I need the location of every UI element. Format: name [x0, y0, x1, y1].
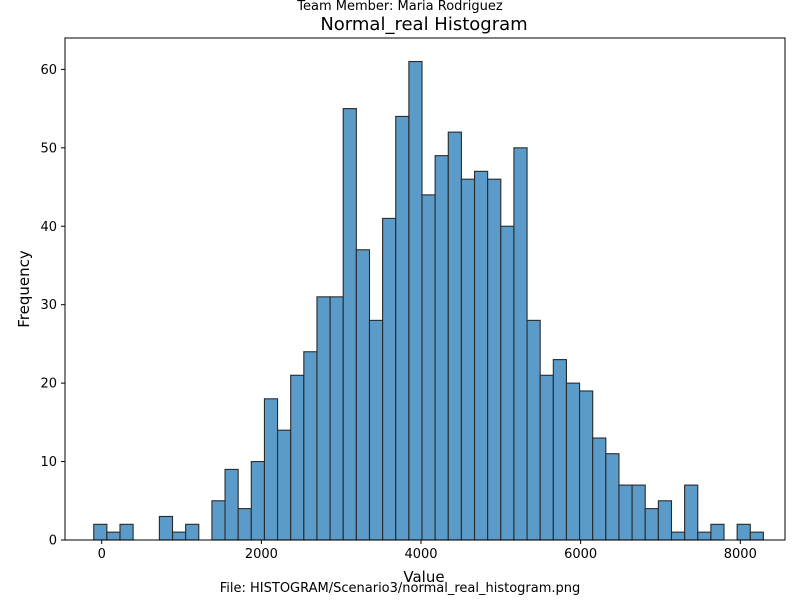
- histogram-bar: [119, 523, 134, 541]
- histogram-bar: [605, 453, 620, 541]
- histogram-bar: [106, 531, 121, 541]
- histogram-bar: [539, 374, 554, 541]
- x-tick-label: 6000: [564, 547, 597, 562]
- histogram-bar: [355, 249, 371, 541]
- histogram-bar: [487, 178, 502, 541]
- histogram-bar: [447, 131, 462, 541]
- x-axis-label: Value: [403, 568, 444, 586]
- histogram-bar: [303, 351, 318, 541]
- y-axis-label: Frequency: [15, 250, 33, 328]
- histogram-bar: [250, 461, 265, 541]
- histogram-bar: [185, 523, 200, 541]
- histogram-bar: [513, 147, 528, 541]
- histogram-bar: [408, 60, 423, 541]
- histogram-bar: [316, 296, 331, 541]
- histogram-bar: [211, 500, 226, 541]
- histogram-bar: [749, 531, 764, 541]
- y-tick-label: 0: [49, 534, 57, 549]
- x-tick-label: 8000: [724, 547, 757, 562]
- histogram-bar: [434, 155, 449, 541]
- histogram-bar: [710, 523, 725, 541]
- histogram-bar: [329, 296, 344, 541]
- histogram-bar: [290, 374, 305, 541]
- histogram-bar: [631, 484, 646, 541]
- histogram-bar: [736, 523, 751, 541]
- histogram-bar: [421, 194, 436, 541]
- histogram-bar: [697, 531, 712, 541]
- histogram-bar: [277, 429, 292, 541]
- histogram-bar: [263, 398, 279, 541]
- team-member-label: Team Member: Maria Rodriguez: [297, 0, 503, 14]
- y-tick-label: 50: [40, 141, 57, 156]
- axes: 0 2000 4000 6000 8000 0 10 20 30 40 50 60: [40, 37, 786, 562]
- plot-frame: [64, 37, 786, 541]
- histogram-bar: [565, 382, 581, 541]
- histogram-bar: [395, 115, 410, 541]
- histogram-bar: [644, 508, 659, 541]
- histogram-bar: [342, 108, 357, 541]
- y-tick-label: 40: [40, 220, 57, 235]
- chart-title: Normal_real Histogram: [320, 14, 527, 35]
- y-tick-label: 10: [40, 455, 57, 470]
- histogram-bar: [657, 500, 673, 541]
- y-tick-label: 30: [40, 298, 57, 313]
- histogram-bar: [237, 508, 252, 541]
- x-tick-label: 0: [98, 547, 106, 562]
- x-tick-label: 4000: [404, 547, 437, 562]
- histogram-bar: [158, 515, 174, 541]
- histogram-bar: [473, 170, 489, 541]
- histogram-bars: [93, 60, 764, 541]
- y-tick-label: 20: [40, 377, 57, 392]
- histogram-bar: [93, 523, 108, 541]
- histogram-bar: [460, 178, 476, 541]
- histogram-bar: [382, 217, 397, 541]
- histogram-bar: [224, 468, 239, 541]
- file-path-label: File: HISTOGRAM/Scenario3/normal_real_hi…: [219, 581, 581, 596]
- histogram-bar: [526, 319, 541, 541]
- histogram-bar: [670, 531, 686, 541]
- x-tick-label: 2000: [245, 547, 278, 562]
- histogram-bar: [592, 437, 607, 541]
- histogram-bar: [368, 319, 384, 541]
- histogram-bar: [618, 484, 633, 541]
- histogram-bar: [171, 531, 187, 541]
- histogram-bar: [684, 484, 699, 541]
- histogram-bar: [552, 359, 567, 541]
- histogram-bar: [500, 225, 515, 541]
- y-tick-label: 60: [40, 63, 57, 78]
- histogram-bar: [579, 390, 594, 541]
